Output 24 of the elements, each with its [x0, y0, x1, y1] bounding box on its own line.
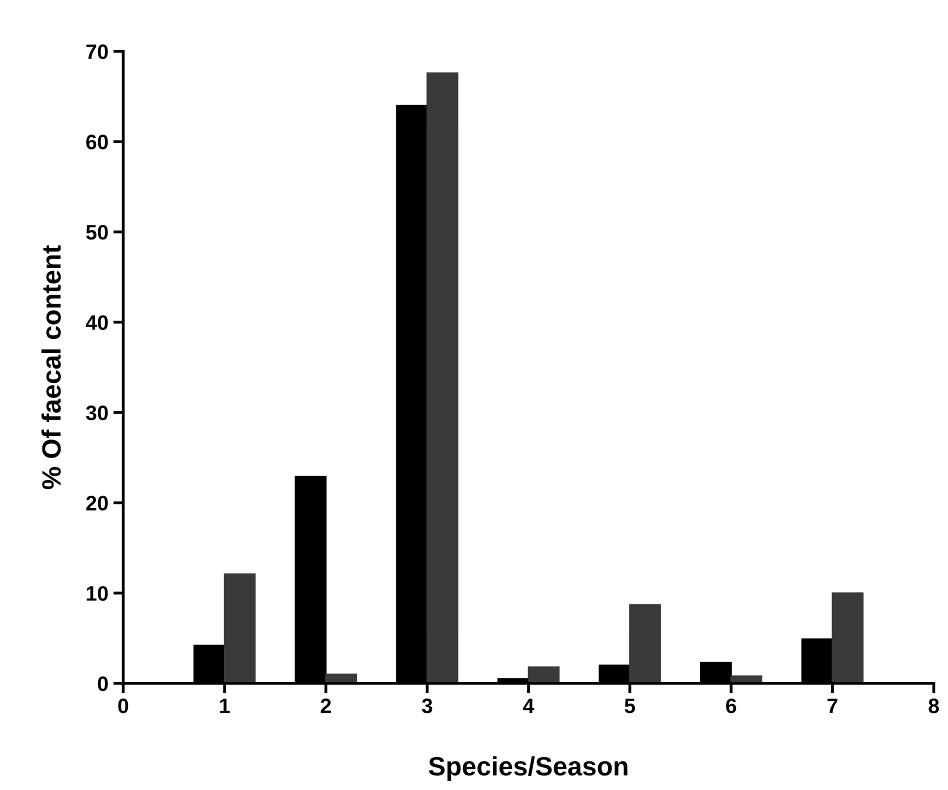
y-axis-title: % Of faecal content — [41, 245, 61, 490]
bar — [224, 573, 256, 684]
y-tick-label: 50 — [86, 224, 108, 240]
bar — [528, 666, 560, 684]
x-tick-label: 5 — [624, 698, 636, 714]
y-tick-label: 20 — [86, 496, 108, 511]
x-tick-label: 3 — [422, 698, 432, 714]
bar — [426, 72, 458, 684]
x-tick-label: 7 — [828, 698, 838, 714]
y-tick-label: 10 — [86, 586, 108, 601]
x-tick-label: 2 — [320, 698, 331, 714]
y-tick-label: 40 — [86, 315, 108, 330]
x-axis-title: Species/Season — [428, 756, 628, 781]
y-tick-label: 70 — [86, 44, 108, 60]
y-tick-label: 0 — [98, 676, 108, 692]
bar — [832, 592, 864, 684]
y-tick-label: 60 — [86, 134, 108, 150]
x-tick-label: 8 — [928, 698, 939, 714]
x-tick-label: 0 — [118, 698, 128, 714]
y-tick-label: 30 — [86, 405, 108, 420]
x-tick-label: 6 — [726, 698, 736, 714]
x-tick-label: 4 — [523, 698, 534, 714]
bar — [629, 604, 661, 684]
x-tick-label: 1 — [220, 698, 230, 714]
